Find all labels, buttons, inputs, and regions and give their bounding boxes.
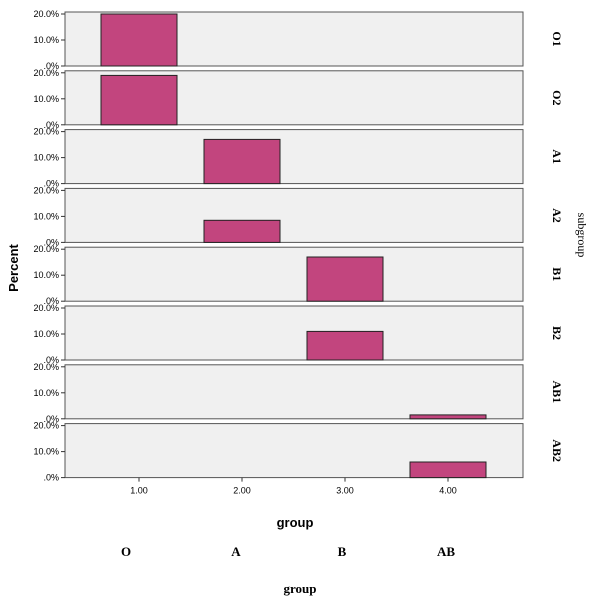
y-tick-label: 10.0%	[33, 388, 59, 398]
bar-o1	[100, 13, 178, 67]
facet-label-b1: B1	[550, 267, 564, 281]
y-tick-label: .0%	[43, 473, 59, 483]
y-tick-label: .0%	[43, 237, 59, 247]
y-tick-label: 20.0%	[33, 127, 59, 137]
x-tick-label: 1.00	[130, 486, 148, 496]
facet-panel-b2: .0% 10.0% 20.0% B2	[33, 303, 564, 365]
y-tick-label: 10.0%	[33, 94, 59, 104]
x-axis-ticks: 1.00 2.00 3.00 4.00	[130, 477, 457, 496]
y-tick-label: .0%	[43, 414, 59, 424]
panel-background	[64, 129, 524, 185]
y-tick-label: 20.0%	[33, 421, 59, 431]
y-tick-label: 10.0%	[33, 153, 59, 163]
x-tick-label: 2.00	[233, 486, 251, 496]
bar-ab2	[409, 461, 487, 479]
y-tick-label: 10.0%	[33, 211, 59, 221]
panel-background	[64, 364, 524, 420]
facet-panel-a2: .0% 10.0% 20.0% A2	[33, 185, 564, 247]
facet-panel-ab2: .0% 10.0% 20.0% AB2	[33, 421, 564, 483]
bar-a1	[203, 138, 281, 185]
category-label-o: O	[121, 544, 131, 559]
y-tick-label: .0%	[43, 296, 59, 306]
bar-ab1	[409, 414, 487, 420]
bar-o2	[100, 74, 178, 126]
facet-label-a2: A2	[550, 208, 564, 223]
panel-background	[64, 187, 524, 243]
y-tick-label: 10.0%	[33, 270, 59, 280]
category-label-a: A	[231, 544, 241, 559]
facet-label-ab1: AB1	[550, 380, 564, 403]
bar-a2	[203, 219, 281, 243]
facet-panel-b1: .0% 10.0% 20.0% B1	[33, 244, 564, 306]
y-tick-label: 20.0%	[33, 303, 59, 313]
panel-background	[64, 246, 524, 302]
y-tick-label: 20.0%	[33, 244, 59, 254]
x-axis-label: group	[277, 515, 314, 530]
y-tick-label: .0%	[43, 355, 59, 365]
category-label-b: B	[338, 544, 347, 559]
y-tick-label: .0%	[43, 61, 59, 71]
facet-panels: .0% 10.0% 20.0% O1 .0% 10.0% 20.0% O2 .0% 10.0% 20…	[33, 9, 564, 483]
panel-background	[64, 305, 524, 361]
facet-title: subgroup	[575, 213, 589, 258]
x-tick-label: 3.00	[336, 486, 354, 496]
y-tick-label: 20.0%	[33, 9, 59, 19]
y-tick-label: .0%	[43, 179, 59, 189]
y-tick-label: 10.0%	[33, 329, 59, 339]
y-tick-label: 20.0%	[33, 68, 59, 78]
category-labels: O A B AB	[121, 544, 455, 559]
facet-label-o1: O1	[550, 31, 564, 46]
y-axis-label: Percent	[6, 243, 21, 291]
bar-b1	[306, 256, 384, 302]
category-label-ab: AB	[437, 544, 455, 559]
facet-label-a1: A1	[550, 149, 564, 164]
y-tick-label: 20.0%	[33, 362, 59, 372]
facet-panel-a1: .0% 10.0% 20.0% A1	[33, 127, 564, 189]
y-tick-label: 20.0%	[33, 185, 59, 195]
facet-label-ab2: AB2	[550, 439, 564, 462]
x-tick-label: 4.00	[439, 486, 457, 496]
facet-label-b2: B2	[550, 326, 564, 340]
facet-panel-o2: .0% 10.0% 20.0% O2	[33, 68, 564, 130]
facet-panel-ab1: .0% 10.0% 20.0% AB1	[33, 362, 564, 424]
bar-b2	[306, 330, 384, 361]
facet-label-o2: O2	[550, 90, 564, 105]
y-tick-label: 10.0%	[33, 447, 59, 457]
y-tick-label: 10.0%	[33, 35, 59, 45]
facet-panel-o1: .0% 10.0% 20.0% O1	[33, 9, 564, 71]
group-title: group	[284, 581, 317, 596]
y-tick-label: .0%	[43, 120, 59, 130]
